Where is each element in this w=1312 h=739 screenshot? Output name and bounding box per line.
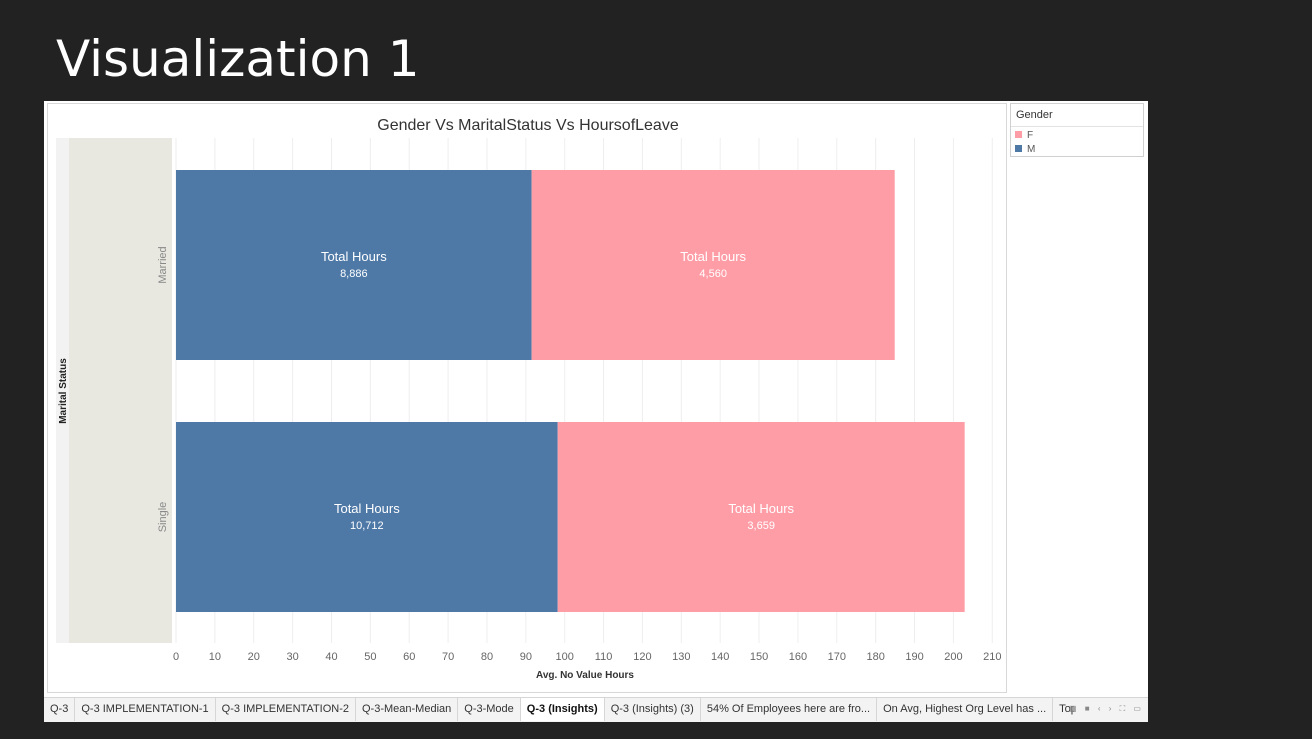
tab-q3-insights-3[interactable]: Q-3 (Insights) (3) <box>605 698 701 721</box>
bar-m-single[interactable] <box>176 422 558 612</box>
x-tick-label: 120 <box>633 651 651 663</box>
category-labels: Married Single <box>157 246 169 532</box>
x-tick-label: 100 <box>556 651 574 663</box>
dashboard-panel: Gender Vs MaritalStatus Vs HoursofLeave … <box>44 101 1148 722</box>
bar-label-title: Total Hours <box>728 501 794 516</box>
x-tick-label: 10 <box>209 651 221 663</box>
category-label-married: Married <box>157 246 169 283</box>
sheet-tab-bar: Q-3 Q-3 IMPLEMENTATION-1 Q-3 IMPLEMENTATIO… <box>44 697 1148 722</box>
chart-svg: Gender Vs MaritalStatus Vs HoursofLeave … <box>56 117 1002 681</box>
x-tick-label: 20 <box>248 651 260 663</box>
bar-label-title: Total Hours <box>680 249 746 264</box>
tab-top-3[interactable]: Top 3 Je <box>1053 698 1074 721</box>
x-tick-label: 0 <box>173 651 179 663</box>
x-tick-label: 210 <box>983 651 1001 663</box>
legend-swatch-f <box>1015 131 1022 138</box>
row-header-bg <box>69 138 172 643</box>
tab-navigation-controls[interactable]: ▦ ■ ‹ › ⛶ ▭ <box>1069 704 1144 713</box>
bar-label-value: 3,659 <box>747 520 775 532</box>
legend-title: Gender <box>1016 109 1053 121</box>
bar-label-value: 10,712 <box>350 520 384 532</box>
chart-title: Gender Vs MaritalStatus Vs HoursofLeave <box>377 117 679 134</box>
row-header-edge <box>56 138 69 643</box>
x-tick-label: 90 <box>520 651 532 663</box>
legend-label-m: M <box>1027 144 1036 155</box>
legend-label-f: F <box>1027 130 1034 141</box>
tab-q3[interactable]: Q-3 <box>44 698 76 721</box>
legend-item-m[interactable]: M <box>1015 144 1035 156</box>
bar-label-title: Total Hours <box>321 249 387 264</box>
x-tick-label: 60 <box>403 651 415 663</box>
legend-divider <box>1011 126 1143 127</box>
chart-frame: Gender Vs MaritalStatus Vs HoursofLeave … <box>47 103 1007 693</box>
tab-q3-implementation-2[interactable]: Q-3 IMPLEMENTATION-2 <box>216 698 356 721</box>
tab-employees-54[interactable]: 54% Of Employees here are fro... <box>701 698 878 721</box>
x-tick-label: 150 <box>750 651 768 663</box>
x-tick-label: 110 <box>595 651 613 663</box>
x-tick-label: 40 <box>325 651 337 663</box>
slide-title: Visualization 1 <box>56 30 420 88</box>
tab-q3-mode[interactable]: Q-3-Mode <box>458 698 521 721</box>
x-tick-label: 130 <box>672 651 690 663</box>
bars: Total Hours 8,886 Total Hours 4,560 Total Ho… <box>176 170 965 612</box>
x-ticks: 0 10 20 30 40 50 60 70 80 90 100 110 120 130 140 150 160… <box>173 651 1002 663</box>
bar-f-married[interactable] <box>531 170 895 360</box>
x-axis-title: Avg. No Value Hours <box>536 670 634 681</box>
x-tick-label: 140 <box>711 651 729 663</box>
category-label-single: Single <box>157 502 169 533</box>
legend-swatch-m <box>1015 145 1022 152</box>
tab-q3-mean-median[interactable]: Q-3-Mean-Median <box>356 698 459 721</box>
bar-m-married[interactable] <box>176 170 532 360</box>
y-axis-title: Marital Status <box>58 358 69 424</box>
x-tick-label: 190 <box>905 651 923 663</box>
sheet-tabs: Q-3 Q-3 IMPLEMENTATION-1 Q-3 IMPLEMENTATIO… <box>44 698 1074 722</box>
x-tick-label: 70 <box>442 651 454 663</box>
bar-label-title: Total Hours <box>334 501 400 516</box>
bar-f-single[interactable] <box>557 422 965 612</box>
x-tick-label: 170 <box>828 651 846 663</box>
x-tick-label: 180 <box>866 651 884 663</box>
legend-item-f[interactable]: F <box>1015 130 1033 142</box>
x-tick-label: 80 <box>481 651 493 663</box>
x-tick-label: 160 <box>789 651 807 663</box>
legend: Gender F M <box>1010 103 1144 157</box>
bar-label-value: 8,886 <box>340 268 368 280</box>
x-tick-label: 50 <box>364 651 376 663</box>
tab-q3-implementation-1[interactable]: Q-3 IMPLEMENTATION-1 <box>75 698 216 721</box>
tab-q3-insights[interactable]: Q-3 (Insights) <box>520 698 605 721</box>
bar-label-value: 4,560 <box>699 268 727 280</box>
tab-highest-org-level[interactable]: On Avg, Highest Org Level has ... <box>877 698 1054 721</box>
x-tick-label: 30 <box>286 651 298 663</box>
x-tick-label: 200 <box>944 651 962 663</box>
